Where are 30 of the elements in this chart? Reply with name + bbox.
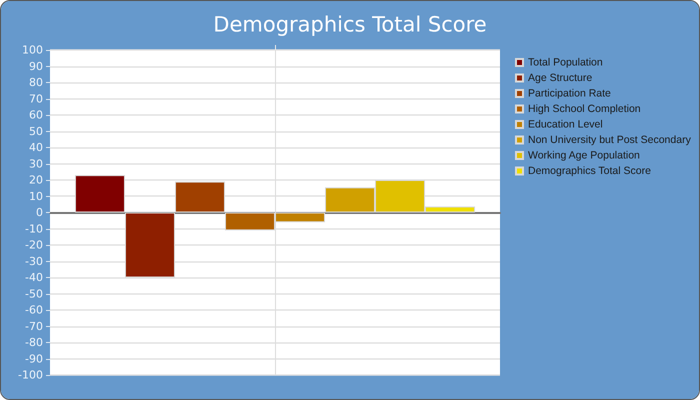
legend-label: Total Population	[528, 56, 603, 68]
legend-label: Working Age Population	[528, 150, 640, 162]
y-tick-label: -80	[25, 336, 43, 349]
y-tick-label: 40	[29, 141, 43, 154]
y-tick-label: 80	[29, 76, 43, 89]
y-tick-label: -70	[25, 320, 43, 333]
y-tick-label: -50	[25, 287, 43, 300]
y-tick-label: 20	[29, 174, 43, 186]
legend-label: Education Level	[528, 118, 603, 130]
y-tick-label: 60	[29, 108, 43, 122]
legend-label: Age Structure	[528, 72, 592, 84]
y-tick-label: -90	[25, 352, 43, 366]
y-tick-label: -60	[25, 304, 43, 316]
y-tick-label: -10	[25, 222, 43, 236]
legend-label: High School Completion	[528, 103, 641, 115]
y-tick-label: 70	[29, 92, 43, 106]
legend-label: Demographics Total Score	[528, 165, 652, 177]
y-tick-label: 90	[29, 60, 43, 73]
chart-title: Demographics Total Score	[213, 12, 487, 36]
y-tick-label: -20	[25, 238, 43, 252]
y-tick-label: 0	[36, 206, 43, 219]
y-tick-label: -100	[18, 368, 43, 382]
y-tick-label: -40	[25, 271, 43, 284]
y-tick-label: 50	[29, 124, 43, 138]
y-tick-label: -30	[25, 254, 43, 268]
y-tick-label: 100	[22, 44, 43, 56]
y-tick-label: 30	[29, 157, 43, 170]
legend-label: Non University but Post Secondary	[528, 134, 692, 146]
y-tick-label: 10	[29, 190, 43, 203]
legend-label: Participation Rate	[528, 88, 612, 100]
